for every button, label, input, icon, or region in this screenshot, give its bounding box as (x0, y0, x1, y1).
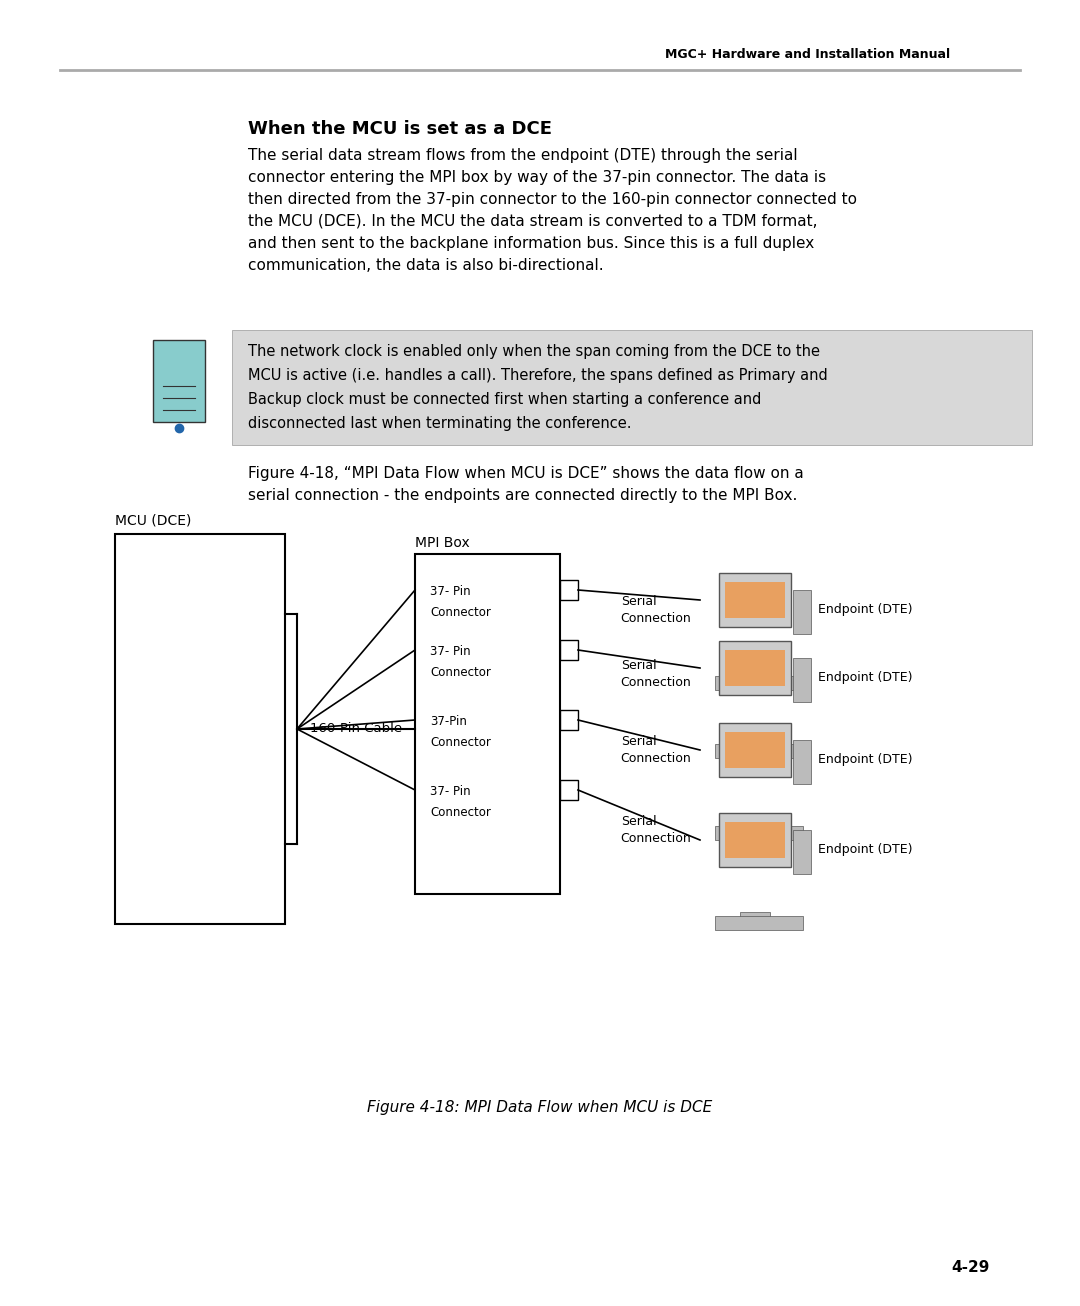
Bar (561, 640, 578, 660)
Text: 37- Pin: 37- Pin (430, 645, 471, 658)
Text: and then sent to the backplane information bus. Since this is a full duplex: and then sent to the backplane informati… (248, 236, 814, 251)
Text: The serial data stream flows from the endpoint (DTE) through the serial: The serial data stream flows from the en… (248, 148, 798, 163)
Text: When the MCU is set as a DCE: When the MCU is set as a DCE (248, 120, 552, 138)
FancyBboxPatch shape (725, 582, 785, 618)
Text: MCU (DCE): MCU (DCE) (114, 515, 191, 528)
Text: Connector: Connector (430, 666, 491, 679)
Bar (561, 710, 578, 730)
Text: Endpoint (DTE): Endpoint (DTE) (818, 754, 913, 767)
Text: Connection: Connection (621, 613, 691, 626)
Text: disconnected last when terminating the conference.: disconnected last when terminating the c… (248, 417, 632, 431)
Text: The network clock is enabled only when the span coming from the DCE to the: The network clock is enabled only when t… (248, 343, 820, 359)
Bar (114, 534, 285, 925)
Text: the MCU (DCE). In the MCU the data stream is converted to a TDM format,: the MCU (DCE). In the MCU the data strea… (248, 214, 818, 229)
Text: Connection: Connection (621, 832, 691, 845)
Bar (740, 912, 770, 919)
FancyBboxPatch shape (725, 650, 785, 686)
FancyBboxPatch shape (719, 641, 791, 695)
Bar (715, 825, 804, 840)
Text: Connector: Connector (430, 806, 491, 819)
Text: Connection: Connection (621, 752, 691, 765)
Text: Figure 4-18, “MPI Data Flow when MCU is DCE” shows the data flow on a: Figure 4-18, “MPI Data Flow when MCU is … (248, 466, 804, 481)
Bar (561, 580, 578, 599)
Bar (740, 673, 770, 680)
Text: 160-Pin Cable: 160-Pin Cable (310, 722, 402, 735)
Text: 37- Pin: 37- Pin (430, 585, 471, 598)
Bar (740, 741, 770, 748)
FancyBboxPatch shape (719, 573, 791, 627)
Text: 37- Pin: 37- Pin (430, 785, 471, 798)
Text: serial connection - the endpoints are connected directly to the MPI Box.: serial connection - the endpoints are co… (248, 488, 797, 503)
Bar (793, 831, 811, 874)
Text: MGC+ Hardware and Installation Manual: MGC+ Hardware and Installation Manual (665, 48, 950, 61)
Text: Figure 4-18: MPI Data Flow when MCU is DCE: Figure 4-18: MPI Data Flow when MCU is D… (367, 1100, 713, 1115)
Bar (415, 554, 561, 895)
Text: Serial: Serial (621, 815, 657, 828)
Bar (715, 677, 804, 690)
Bar (715, 916, 804, 930)
Bar (793, 590, 811, 633)
FancyBboxPatch shape (725, 821, 785, 858)
FancyBboxPatch shape (232, 330, 1032, 445)
Text: 37-Pin: 37-Pin (430, 714, 467, 727)
Text: Endpoint (DTE): Endpoint (DTE) (818, 603, 913, 616)
Text: Connector: Connector (430, 606, 491, 619)
FancyBboxPatch shape (719, 724, 791, 777)
Bar (793, 658, 811, 703)
Bar (715, 744, 804, 757)
Text: Endpoint (DTE): Endpoint (DTE) (818, 671, 913, 684)
Bar (740, 821, 770, 831)
FancyBboxPatch shape (725, 731, 785, 768)
Text: then directed from the 37-pin connector to the 160-pin connector connected to: then directed from the 37-pin connector … (248, 192, 858, 206)
Text: MPI Box: MPI Box (415, 535, 470, 550)
Text: connector entering the MPI box by way of the 37-pin connector. The data is: connector entering the MPI box by way of… (248, 170, 826, 185)
Text: Serial: Serial (621, 735, 657, 748)
FancyBboxPatch shape (719, 814, 791, 867)
Text: Backup clock must be connected first when starting a conference and: Backup clock must be connected first whe… (248, 392, 761, 407)
Text: Serial: Serial (621, 660, 657, 673)
Text: Connector: Connector (430, 737, 491, 750)
Bar (561, 780, 578, 801)
FancyBboxPatch shape (153, 340, 205, 422)
Text: MCU is active (i.e. handles a call). Therefore, the spans defined as Primary and: MCU is active (i.e. handles a call). The… (248, 368, 827, 383)
Bar (793, 741, 811, 784)
Text: 4-29: 4-29 (951, 1260, 990, 1276)
Text: Endpoint (DTE): Endpoint (DTE) (818, 844, 913, 857)
Text: Serial: Serial (621, 596, 657, 609)
Text: Connection: Connection (621, 677, 691, 690)
Text: communication, the data is also bi-directional.: communication, the data is also bi-direc… (248, 259, 604, 273)
